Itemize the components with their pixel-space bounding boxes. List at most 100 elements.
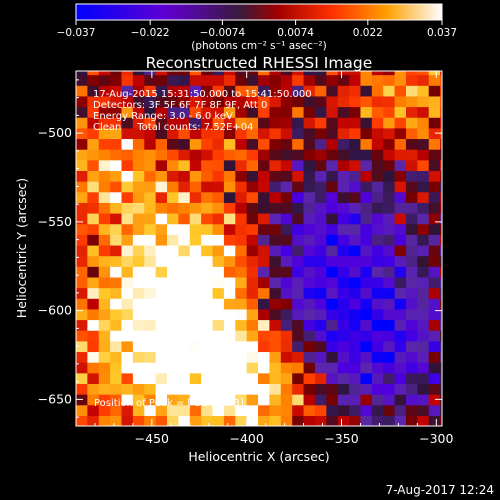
heatmap-cell xyxy=(258,71,271,76)
heatmap-cell xyxy=(280,138,293,150)
heatmap-cell xyxy=(349,298,362,310)
heatmap-cell xyxy=(132,362,145,374)
heatmap-cell xyxy=(349,149,362,161)
heatmap-cell xyxy=(269,276,282,289)
heatmap-cell xyxy=(292,213,305,225)
heatmap-cell xyxy=(440,85,442,97)
heatmap-cell xyxy=(246,159,259,171)
heatmap-cell xyxy=(132,266,145,278)
heatmap-cell xyxy=(383,308,396,321)
heatmap-cell xyxy=(132,117,145,129)
heatmap-cell xyxy=(167,372,180,384)
heatmap-cell xyxy=(394,95,407,108)
heatmap-cell xyxy=(440,149,442,161)
heatmap-cell xyxy=(314,191,327,203)
heatmap-cell xyxy=(394,415,407,426)
heatmap-cell xyxy=(189,213,202,225)
heatmap-cell xyxy=(440,415,442,426)
heatmap-cell xyxy=(269,159,282,171)
heatmap-cell xyxy=(87,159,100,171)
heatmap-cell xyxy=(280,234,293,246)
heatmap-cell xyxy=(246,74,259,86)
heatmap-cell xyxy=(167,106,180,118)
heatmap-cell xyxy=(440,362,442,374)
heatmap-cell xyxy=(280,319,293,331)
heatmap-cell xyxy=(349,372,362,384)
heatmap-cell xyxy=(269,340,282,353)
heatmap-cell xyxy=(394,71,407,76)
axis-ticks: −450 −400 −350 −300 −500 −550 −600 −650 xyxy=(38,71,454,446)
heatmap-cell xyxy=(98,213,111,225)
heatmap-cell xyxy=(349,95,362,108)
heatmap-cell xyxy=(76,255,88,267)
heatmap-cell xyxy=(223,213,236,225)
heatmap-cell xyxy=(189,138,202,150)
heatmap-cell xyxy=(98,319,111,331)
heatmap-cell xyxy=(258,383,271,395)
heatmap-cell xyxy=(394,362,407,374)
heatmap-cell xyxy=(87,202,100,214)
heatmap-cell xyxy=(76,85,88,97)
heatmap-cell xyxy=(110,308,123,321)
heatmap-cell xyxy=(144,319,157,331)
heatmap-cell xyxy=(349,351,362,363)
heatmap-cell xyxy=(292,149,305,161)
heatmap-cell xyxy=(144,362,157,374)
heatmap-cell xyxy=(337,181,350,193)
heatmap-cell xyxy=(337,170,350,182)
heatmap-cell xyxy=(371,308,384,321)
heatmap-cell xyxy=(132,74,145,86)
heatmap-cell xyxy=(87,223,100,235)
heatmap-cell xyxy=(212,138,225,150)
heatmap-cell xyxy=(212,287,225,299)
heatmap-cell xyxy=(258,85,271,97)
heatmap-cell xyxy=(110,106,123,118)
heatmap-cell xyxy=(144,415,157,426)
heatmap-cell xyxy=(110,362,123,374)
heatmap-cell xyxy=(98,276,111,289)
heatmap-cell xyxy=(212,266,225,278)
heatmap-cell xyxy=(428,372,441,384)
heatmap-cell xyxy=(167,234,180,246)
heatmap-cell xyxy=(428,287,441,299)
heatmap-cell xyxy=(189,181,202,193)
heatmap-cell xyxy=(303,74,316,86)
heatmap-cell xyxy=(98,85,111,97)
heatmap-cell xyxy=(132,191,145,203)
heatmap-cell xyxy=(326,117,339,129)
heatmap-cell xyxy=(167,330,180,342)
heatmap-cell xyxy=(360,85,373,97)
heatmap-cell xyxy=(87,276,100,289)
heatmap-cell xyxy=(155,170,168,182)
heatmap-cell xyxy=(178,71,191,76)
heatmap-cell xyxy=(178,415,191,426)
heatmap-cell xyxy=(337,234,350,246)
heatmap-cell xyxy=(201,170,214,182)
heatmap-cell xyxy=(246,223,259,235)
heatmap-cell xyxy=(383,74,396,86)
heatmap-cell xyxy=(314,330,327,342)
heatmap-cell xyxy=(280,191,293,203)
heatmap-cell xyxy=(201,159,214,171)
heatmap-cell xyxy=(269,85,282,97)
heatmap-cell xyxy=(110,340,123,353)
heatmap-cell xyxy=(201,298,214,310)
heatmap-cell xyxy=(440,308,442,321)
heatmap-cell xyxy=(223,149,236,161)
heatmap-cell xyxy=(223,159,236,171)
heatmap-cell xyxy=(178,202,191,214)
heatmap-cell xyxy=(201,340,214,353)
heatmap-cell xyxy=(405,319,418,331)
heatmap-cell xyxy=(326,202,339,214)
heatmap-cell xyxy=(76,340,88,353)
heatmap-cell xyxy=(87,308,100,321)
heatmap-cell xyxy=(178,383,191,395)
heatmap-cell xyxy=(371,71,384,76)
heatmap-cell xyxy=(303,213,316,225)
y-tick-label: −500 xyxy=(38,125,72,140)
heatmap-cell xyxy=(360,223,373,235)
heatmap-cell xyxy=(235,74,248,86)
heatmap-cell xyxy=(440,383,442,395)
heatmap-cell xyxy=(189,170,202,182)
heatmap-cell xyxy=(132,404,145,416)
